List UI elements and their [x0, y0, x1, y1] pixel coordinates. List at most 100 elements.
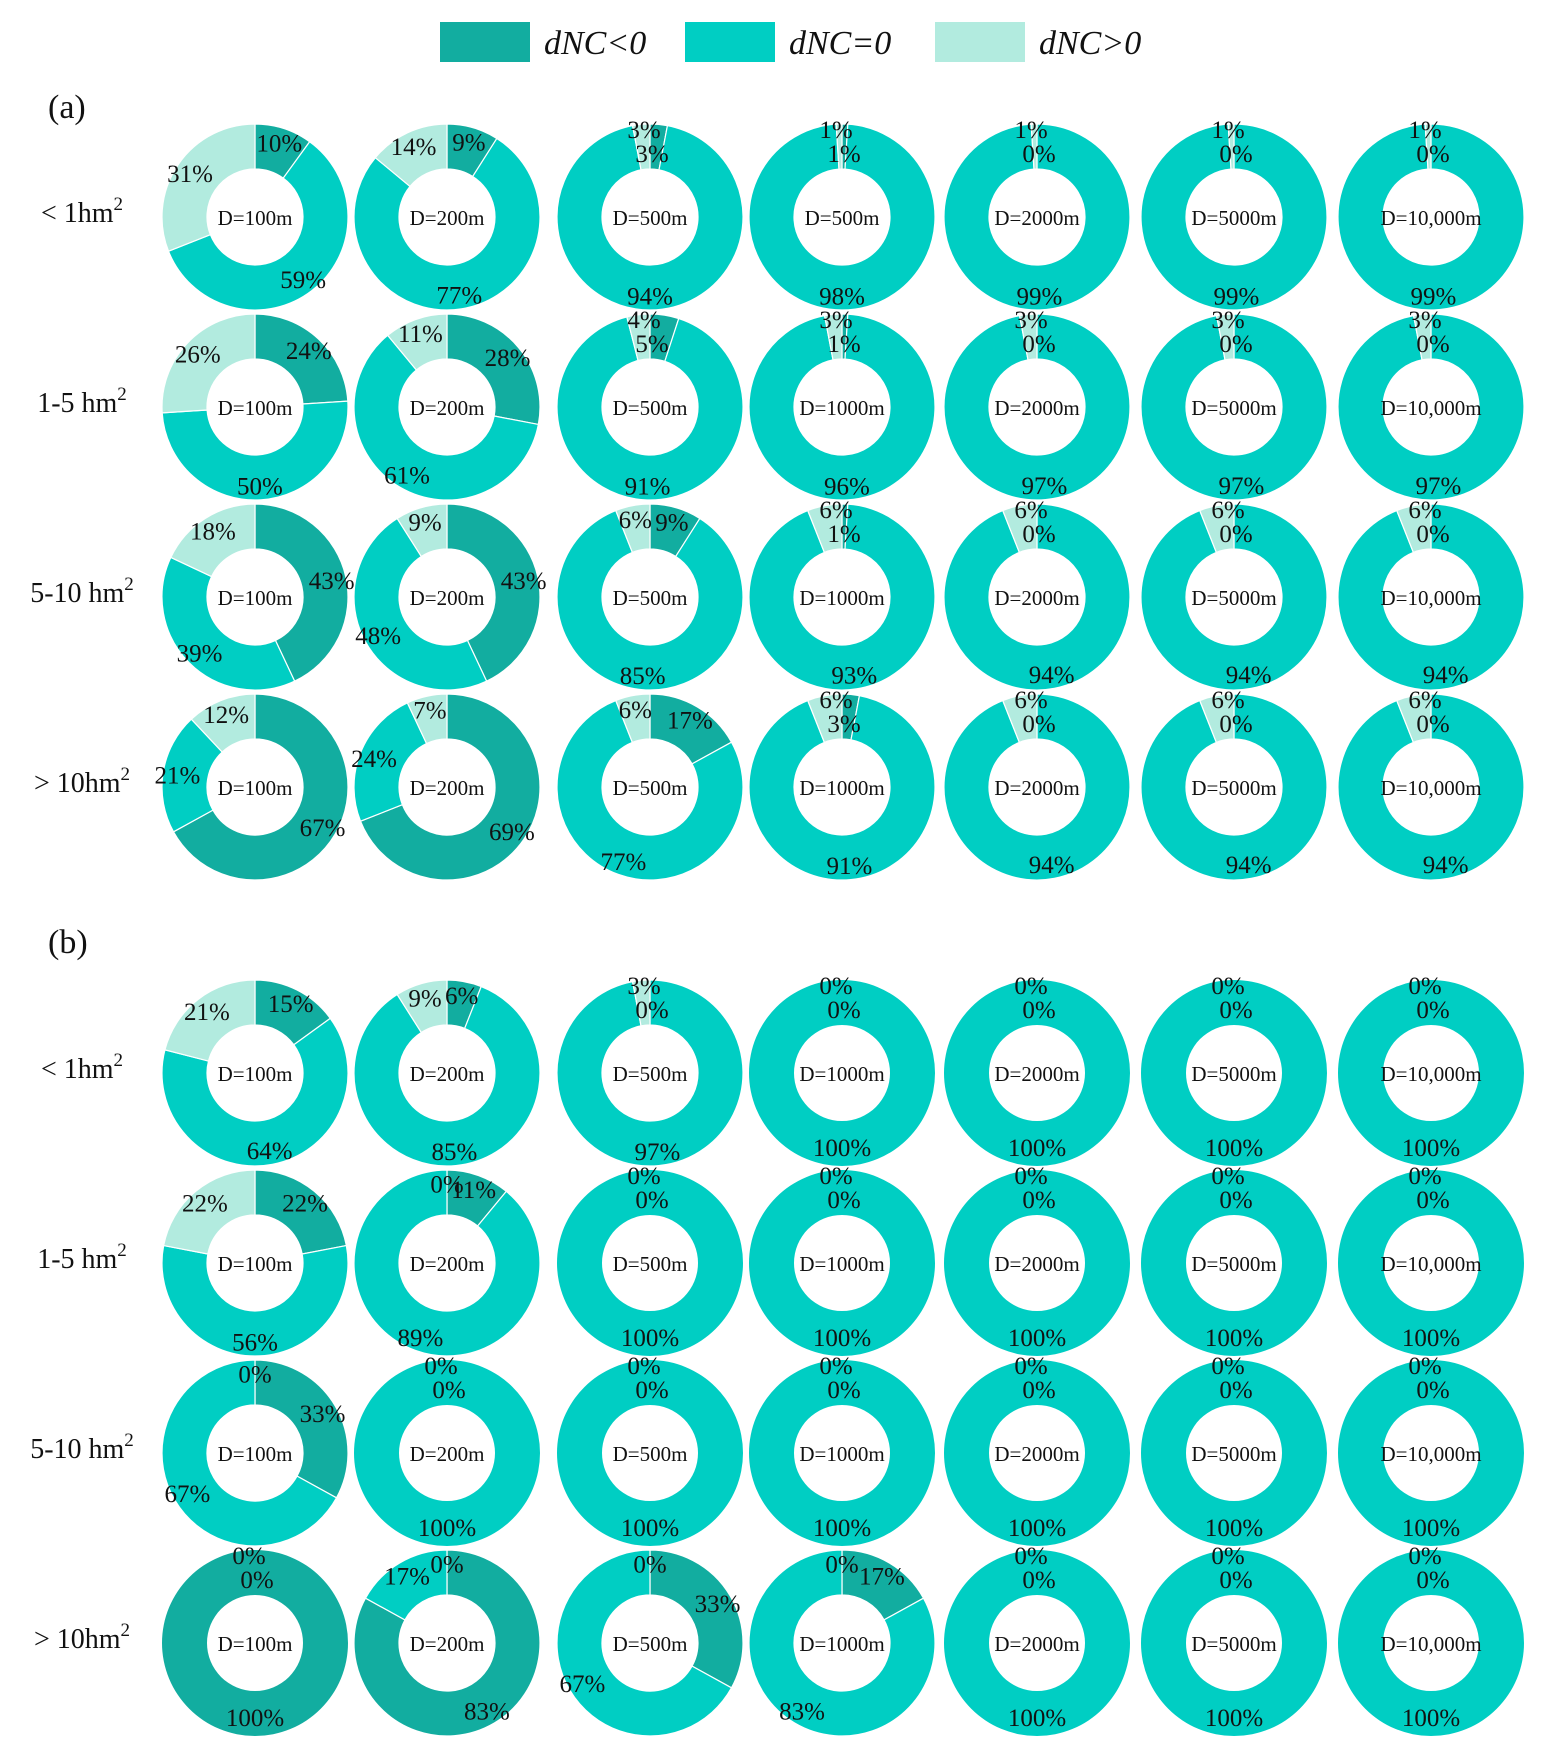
slice-0-3-4-2: [1001, 693, 1038, 744]
distance-label-0-0-4: D=2000m: [994, 206, 1079, 230]
donut-1-1-2: D=500m 0% 100% 0%: [557, 1163, 743, 1356]
slice-1-1-3-1: [749, 1170, 935, 1356]
row-label-0-3: > 10hm2: [34, 764, 130, 799]
panels: (a)< 1hm2D=100m10%59%31%D=200m9%77%14%D=…: [30, 89, 1525, 1737]
pct-label-1-2-1-0: 0%: [432, 1377, 465, 1404]
distance-label-1-1-4: D=2000m: [994, 1252, 1079, 1276]
donut-1-1-1: D=200m 11% 89% 0%: [353, 1169, 541, 1357]
slice-0-0-0-2: [161, 123, 256, 253]
pct-label-0-1-4-0: 0%: [1022, 331, 1055, 358]
slice-1-3-1-0: [353, 1549, 541, 1737]
distance-label-0-0-5: D=5000m: [1191, 206, 1276, 230]
donut-1-0-3: D=1000m 0% 100% 0%: [749, 973, 935, 1166]
distance-label-0-2-3: D=1000m: [799, 586, 884, 610]
donut-1-0-6: D=10,000m 0% 100% 0%: [1338, 973, 1524, 1166]
pct-label-1-1-0-1: 56%: [232, 1330, 278, 1357]
pct-label-0-2-2-2: 6%: [619, 507, 652, 534]
pct-label-1-3-0-0: 100%: [226, 1705, 284, 1732]
slice-0-0-5-1: [1140, 123, 1328, 311]
donut-0-2-3: D=1000m 1% 93% 6%: [748, 497, 936, 691]
donut-1-3-4: D=2000m 0% 100% 0%: [944, 1543, 1130, 1736]
pct-label-0-1-4-2: 3%: [1014, 307, 1047, 334]
pct-label-0-0-6-0: 0%: [1416, 141, 1449, 168]
slice-1-3-0-0: [162, 1550, 348, 1736]
pct-label-0-0-3-0: 1%: [827, 141, 860, 168]
pct-label-0-2-4-0: 0%: [1022, 521, 1055, 548]
slice-0-1-3-1: [748, 313, 936, 501]
distance-label-0-3-1: D=200m: [410, 776, 485, 800]
pct-label-1-1-3-2: 0%: [819, 1163, 852, 1190]
pct-label-1-3-1-2: 0%: [430, 1552, 463, 1579]
pct-label-0-3-0-0: 67%: [300, 815, 346, 842]
pct-label-0-2-6-2: 6%: [1408, 497, 1441, 524]
pct-label-1-0-4-2: 0%: [1014, 973, 1047, 1000]
slice-0-2-5-1: [1140, 503, 1328, 691]
donut-1-3-6: D=10,000m 0% 100% 0%: [1338, 1543, 1524, 1736]
slice-0-2-1-1: [353, 517, 488, 691]
pct-label-1-0-2-1: 97%: [634, 1139, 680, 1166]
slice-0-3-0-1: [161, 718, 223, 833]
slice-0-0-6-2: [1424, 123, 1432, 170]
pct-label-1-2-2-1: 100%: [621, 1515, 679, 1542]
pct-label-1-3-4-1: 100%: [1008, 1705, 1066, 1732]
donut-0-2-1: D=200m 43% 48% 9%: [353, 503, 547, 691]
row-label-1-0: < 1hm2: [41, 1050, 123, 1085]
donut-1-3-1: D=200m 83% 17% 0%: [353, 1549, 541, 1737]
pct-label-1-2-6-1: 100%: [1402, 1515, 1460, 1542]
row-0-0: < 1hm2 D=100m 10% 59% 31% D=200m 9% 77% 14% D=500…: [41, 117, 1525, 311]
donut-1-2-5: D=5000m 0% 100% 0%: [1141, 1353, 1327, 1546]
pct-label-0-3-6-1: 94%: [1423, 852, 1469, 879]
pct-label-0-3-5-1: 94%: [1226, 852, 1272, 879]
slice-1-1-2-1: [557, 1170, 743, 1356]
pct-label-1-2-6-2: 0%: [1408, 1353, 1441, 1380]
donut-0-1-5: D=5000m 0% 97% 3%: [1140, 307, 1328, 501]
slice-1-2-6-1: [1338, 1360, 1524, 1546]
donut-0-0-6: D=10,000m 0% 99% 1%: [1337, 117, 1525, 311]
pct-label-1-1-0-2: 22%: [182, 1191, 228, 1218]
slice-1-2-1-1: [354, 1360, 540, 1546]
slice-0-2-1-2: [396, 503, 448, 558]
slice-0-3-1-1: [353, 702, 428, 823]
pct-label-1-1-3-0: 0%: [827, 1187, 860, 1214]
pct-label-0-3-0-2: 12%: [203, 702, 249, 729]
pct-label-1-0-5-2: 0%: [1211, 973, 1244, 1000]
slice-1-3-5-1: [1141, 1550, 1327, 1736]
pct-label-0-1-6-2: 3%: [1408, 307, 1441, 334]
slice-0-3-6-1: [1337, 693, 1525, 881]
pct-label-1-3-2-2: 0%: [633, 1552, 666, 1579]
panel-label-0: (a): [48, 89, 86, 126]
pct-label-1-3-5-2: 0%: [1211, 1543, 1244, 1570]
distance-label-0-2-6: D=10,000m: [1380, 586, 1481, 610]
slice-0-1-5-1: [1140, 313, 1328, 501]
pct-label-1-3-2-1: 67%: [560, 1671, 606, 1698]
slice-1-0-0-1: [161, 1017, 349, 1167]
slice-1-0-5-1: [1141, 980, 1327, 1166]
distance-label-1-1-1: D=200m: [410, 1252, 485, 1276]
slice-1-0-2-1: [556, 979, 744, 1167]
pct-label-1-0-6-1: 100%: [1402, 1135, 1460, 1162]
pct-label-0-0-4-0: 0%: [1022, 141, 1055, 168]
pct-label-0-0-2-1: 94%: [627, 284, 673, 311]
pct-label-0-1-3-0: 1%: [827, 331, 860, 358]
distance-label-1-1-0: D=100m: [218, 1252, 293, 1276]
pct-label-1-0-4-1: 100%: [1008, 1135, 1066, 1162]
pct-label-0-2-3-1: 93%: [831, 663, 877, 690]
pct-label-0-2-2-1: 85%: [620, 663, 666, 690]
pct-label-1-3-3-0: 17%: [859, 1563, 905, 1590]
slice-0-2-3-1: [748, 503, 936, 691]
distance-label-0-3-4: D=2000m: [994, 776, 1079, 800]
pct-label-1-2-5-1: 100%: [1205, 1515, 1263, 1542]
pct-label-1-1-2-2: 0%: [627, 1163, 660, 1190]
pct-label-0-2-5-1: 94%: [1226, 662, 1272, 689]
slice-0-3-2-1: [556, 699, 744, 881]
donut-0-1-0: D=100m 24% 50% 26%: [161, 313, 349, 500]
slice-0-2-5-2: [1198, 503, 1235, 554]
donut-0-2-4: D=2000m 0% 94% 6%: [943, 497, 1131, 691]
pct-label-1-3-4-0: 0%: [1022, 1567, 1055, 1594]
distance-label-1-3-2: D=500m: [613, 1632, 688, 1656]
pct-label-0-2-4-2: 6%: [1014, 497, 1047, 524]
pct-label-1-2-4-1: 100%: [1008, 1515, 1066, 1542]
